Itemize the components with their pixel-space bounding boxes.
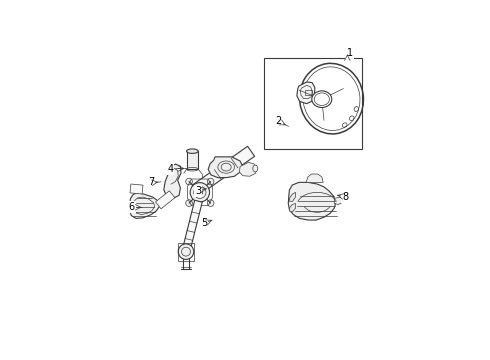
Polygon shape (129, 193, 160, 219)
Polygon shape (297, 82, 315, 104)
Polygon shape (155, 191, 175, 209)
Text: 2: 2 (276, 116, 282, 126)
Circle shape (186, 178, 193, 185)
Text: 4: 4 (167, 164, 173, 174)
Circle shape (178, 244, 194, 260)
Text: 7: 7 (148, 177, 154, 187)
Circle shape (190, 183, 210, 202)
Polygon shape (306, 174, 323, 183)
Polygon shape (334, 197, 343, 204)
Polygon shape (290, 192, 295, 202)
Circle shape (207, 178, 214, 185)
Bar (187, 151, 198, 169)
Bar (305, 90, 313, 95)
Circle shape (207, 200, 214, 206)
Ellipse shape (312, 91, 332, 108)
Circle shape (186, 200, 193, 206)
Text: 5: 5 (201, 218, 207, 228)
Polygon shape (130, 184, 143, 194)
Polygon shape (183, 200, 202, 249)
Polygon shape (240, 162, 257, 176)
Bar (265, 58, 362, 149)
Text: 6: 6 (129, 202, 135, 212)
Ellipse shape (187, 149, 198, 153)
Text: 8: 8 (343, 192, 348, 202)
Polygon shape (290, 203, 295, 212)
Ellipse shape (253, 165, 258, 172)
Polygon shape (164, 164, 181, 198)
Polygon shape (208, 157, 243, 177)
Text: 3: 3 (195, 186, 201, 196)
Polygon shape (288, 183, 336, 220)
Text: 1: 1 (346, 49, 353, 58)
Polygon shape (192, 146, 255, 195)
